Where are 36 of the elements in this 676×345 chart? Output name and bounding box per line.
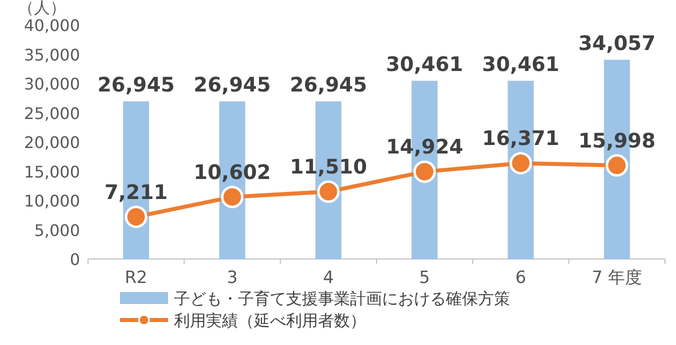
y-tick-label: 0 bbox=[70, 250, 80, 269]
data-label: 26,945 bbox=[290, 72, 368, 96]
data-label: 26,945 bbox=[194, 72, 271, 96]
data-label: 10,602 bbox=[194, 160, 271, 184]
data-label: 11,510 bbox=[290, 154, 368, 179]
x-tick-label: 4 bbox=[323, 268, 334, 288]
legend-label: 子ども・子育て支援事業計画における確保方策 bbox=[174, 289, 510, 308]
y-tick-label: 30,000 bbox=[24, 74, 80, 94]
data-label: 7,211 bbox=[104, 180, 168, 204]
y-tick-label: 20,000 bbox=[24, 133, 80, 152]
y-tick-label: 25,000 bbox=[24, 104, 80, 123]
point bbox=[606, 154, 628, 177]
y-tick-label: 35,000 bbox=[24, 45, 80, 64]
data-label: 34,057 bbox=[578, 30, 656, 55]
y-tick-label: 15,000 bbox=[24, 162, 80, 182]
x-tick-label: 3 bbox=[226, 268, 238, 288]
y-tick-label: 40,000 bbox=[24, 16, 80, 35]
point bbox=[510, 152, 532, 174]
point bbox=[221, 186, 244, 208]
data-label: 26,945 bbox=[97, 72, 175, 96]
point bbox=[124, 206, 148, 228]
x-tick-label: 5 bbox=[419, 268, 430, 288]
legend-label: 利用実績（延べ利用者数） bbox=[174, 311, 366, 330]
x-tick-label: 6 bbox=[515, 268, 526, 288]
data-label: 30,461 bbox=[386, 52, 464, 76]
data-label: 16,371 bbox=[482, 126, 560, 150]
point bbox=[317, 180, 340, 203]
point bbox=[413, 160, 436, 183]
x-tick-label: R2 bbox=[124, 268, 148, 288]
x-tick-label: 7 年度 bbox=[592, 268, 642, 288]
data-label: 30,461 bbox=[482, 52, 560, 76]
data-label: 15,998 bbox=[578, 128, 656, 152]
y-tick-label: 10,000 bbox=[24, 192, 80, 210]
y-axis-title: （人） bbox=[18, 0, 66, 17]
y-tick-label: 5,000 bbox=[34, 220, 80, 240]
data-label: 14,924 bbox=[386, 134, 464, 159]
